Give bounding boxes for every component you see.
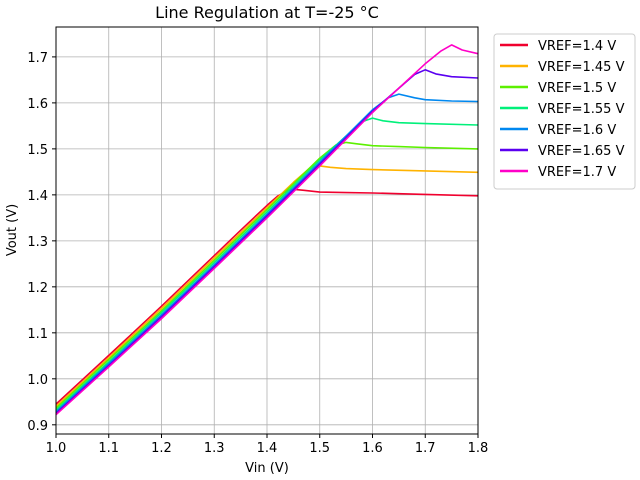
legend-entry-label: VREF=1.55 V	[538, 102, 625, 117]
series-line-6	[55, 69, 479, 414]
series-lines	[55, 44, 479, 416]
y-tick-label: 1.2	[27, 281, 48, 296]
series-line-7	[55, 44, 479, 416]
y-tick-label: 0.9	[27, 419, 48, 434]
y-tick-label: 1.1	[27, 327, 48, 342]
y-tick-label: 1.0	[27, 373, 48, 388]
legend-box	[493, 33, 636, 190]
x-tick-label: 1.5	[309, 441, 330, 456]
y-tick-label: 1.5	[27, 143, 48, 158]
y-axis-label: Vout (V)	[5, 204, 20, 256]
x-tick-label: 1.6	[362, 441, 383, 456]
legend-entry-label: VREF=1.4 V	[538, 39, 616, 54]
legend-entry-label: VREF=1.5 V	[538, 81, 616, 96]
x-tick-label: 1.2	[151, 441, 172, 456]
x-tick-label: 1.8	[468, 441, 489, 456]
x-tick-label: 1.3	[204, 441, 225, 456]
x-tick-label: 1.0	[46, 441, 67, 456]
legend-entry-label: VREF=1.7 V	[538, 165, 616, 180]
legend-entry-label: VREF=1.45 V	[538, 60, 625, 75]
y-tick-label: 1.3	[27, 235, 48, 250]
chart-title: Line Regulation at T=-25 °C	[155, 3, 379, 22]
legend: VREF=1.4 V VREF=1.45 V VREF=1.5 V VREF=1.55…	[493, 33, 636, 190]
x-tick-label: 1.1	[98, 441, 119, 456]
x-axis-label: Vin (V)	[245, 461, 289, 476]
y-axis: 0.9 1.0 1.1 1.2 1.3 1.4 1.5 1.6 1.7	[27, 51, 56, 434]
x-tick-label: 1.4	[257, 441, 278, 456]
x-axis: 1.0 1.1 1.2 1.3 1.4 1.5 1.6 1.7 1.8	[46, 434, 489, 456]
x-tick-label: 1.7	[415, 441, 436, 456]
y-tick-label: 1.6	[27, 97, 48, 112]
legend-entry-label: VREF=1.65 V	[538, 144, 625, 159]
y-tick-label: 1.7	[27, 51, 48, 66]
legend-entry-label: VREF=1.6 V	[538, 123, 616, 138]
y-tick-label: 1.4	[27, 189, 48, 204]
series-line-5	[55, 93, 479, 413]
